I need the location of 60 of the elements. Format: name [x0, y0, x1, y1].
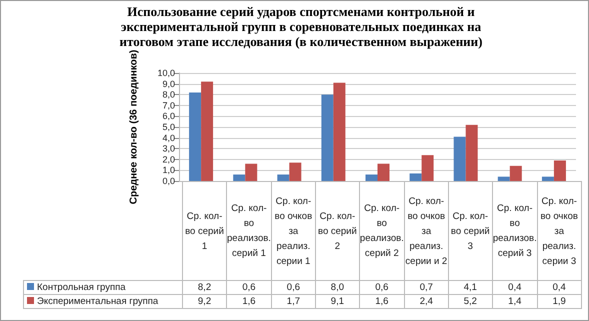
legend-label: Экспериментальная группа: [24, 294, 182, 308]
data-label: 0,6: [226, 280, 272, 294]
bar: [277, 174, 290, 181]
x-tick-label: Ср. кол-во серий 3: [448, 182, 492, 280]
data-label: 0,4: [492, 280, 538, 294]
bar: [422, 155, 434, 181]
y-tick-label: 4,0: [162, 132, 175, 143]
bar: [333, 82, 346, 181]
y-tick-label: 10,0: [157, 68, 175, 78]
data-label: 8,0: [315, 280, 360, 294]
y-tick-label: 0,0: [162, 176, 175, 186]
x-tick-label: Ср. кол-во серий 1: [182, 182, 226, 280]
data-label: 0,7: [404, 280, 448, 294]
bar: [454, 136, 466, 181]
data-label: 2,4: [404, 294, 448, 308]
data-label: 1,9: [537, 294, 582, 308]
y-tick-label: 7,0: [162, 100, 175, 110]
x-tick-label: Ср. кол-во очков за реализ. серии и 2: [404, 182, 448, 280]
data-label: 1,4: [492, 294, 538, 308]
x-tick-label: Ср. кол-во серий 2: [315, 182, 360, 280]
x-tick-label: Ср. кол-во реализов. серий 2: [359, 182, 404, 280]
bar: [189, 92, 202, 181]
bar: [233, 174, 246, 181]
bar: [245, 164, 258, 181]
bar: [410, 173, 422, 181]
y-tick-label: 5,0: [162, 122, 175, 132]
y-tick-label: 3,0: [162, 144, 175, 154]
data-label: 0,6: [359, 280, 404, 294]
bar: [554, 160, 566, 181]
x-tick-label: Ср. кол-во очков за реализ. серии 1: [271, 182, 316, 280]
data-label: 5,2: [448, 294, 492, 308]
bar: [542, 176, 554, 181]
data-label: 0,6: [271, 280, 316, 294]
y-tick-label: 2,0: [162, 154, 175, 164]
y-axis-title: Среднее кол-во (36 поединков): [128, 50, 140, 204]
bar: [289, 162, 302, 181]
data-label: 9,1: [315, 294, 360, 308]
bar: [201, 82, 214, 181]
chart-title: Использование серий ударов спортсменами контрольной и экспериментальной групп в соревновательных поединках на итоговом этапе исследования (в количественном выражении): [118, 4, 484, 49]
bar: [378, 164, 390, 181]
y-tick-label: 1,0: [162, 165, 175, 176]
data-label: 1,6: [359, 294, 404, 308]
bar: [498, 176, 510, 181]
data-label: 0,4: [537, 280, 582, 294]
data-label: 1,7: [271, 294, 316, 308]
bar: [466, 124, 478, 181]
data-label: 9,2: [182, 294, 226, 308]
y-tick-label: 9,0: [162, 78, 175, 89]
bar: [366, 174, 378, 181]
y-tick-label: 6,0: [162, 111, 175, 122]
legend-label: Контрольная группа: [24, 280, 182, 294]
data-label: 8,2: [182, 280, 226, 294]
x-tick-label: Ср. кол-во реализов. серий 1: [226, 182, 272, 280]
bar: [510, 166, 522, 181]
x-tick-label: Ср. кол-во очков за реализ. серии 3: [537, 182, 582, 280]
bar: [321, 94, 334, 181]
data-label: 4,1: [448, 280, 492, 294]
data-label: 1,6: [226, 294, 272, 308]
x-tick-label: Ср. кол-во реализов. серий 3: [492, 182, 538, 280]
y-tick-label: 8,0: [162, 90, 175, 100]
